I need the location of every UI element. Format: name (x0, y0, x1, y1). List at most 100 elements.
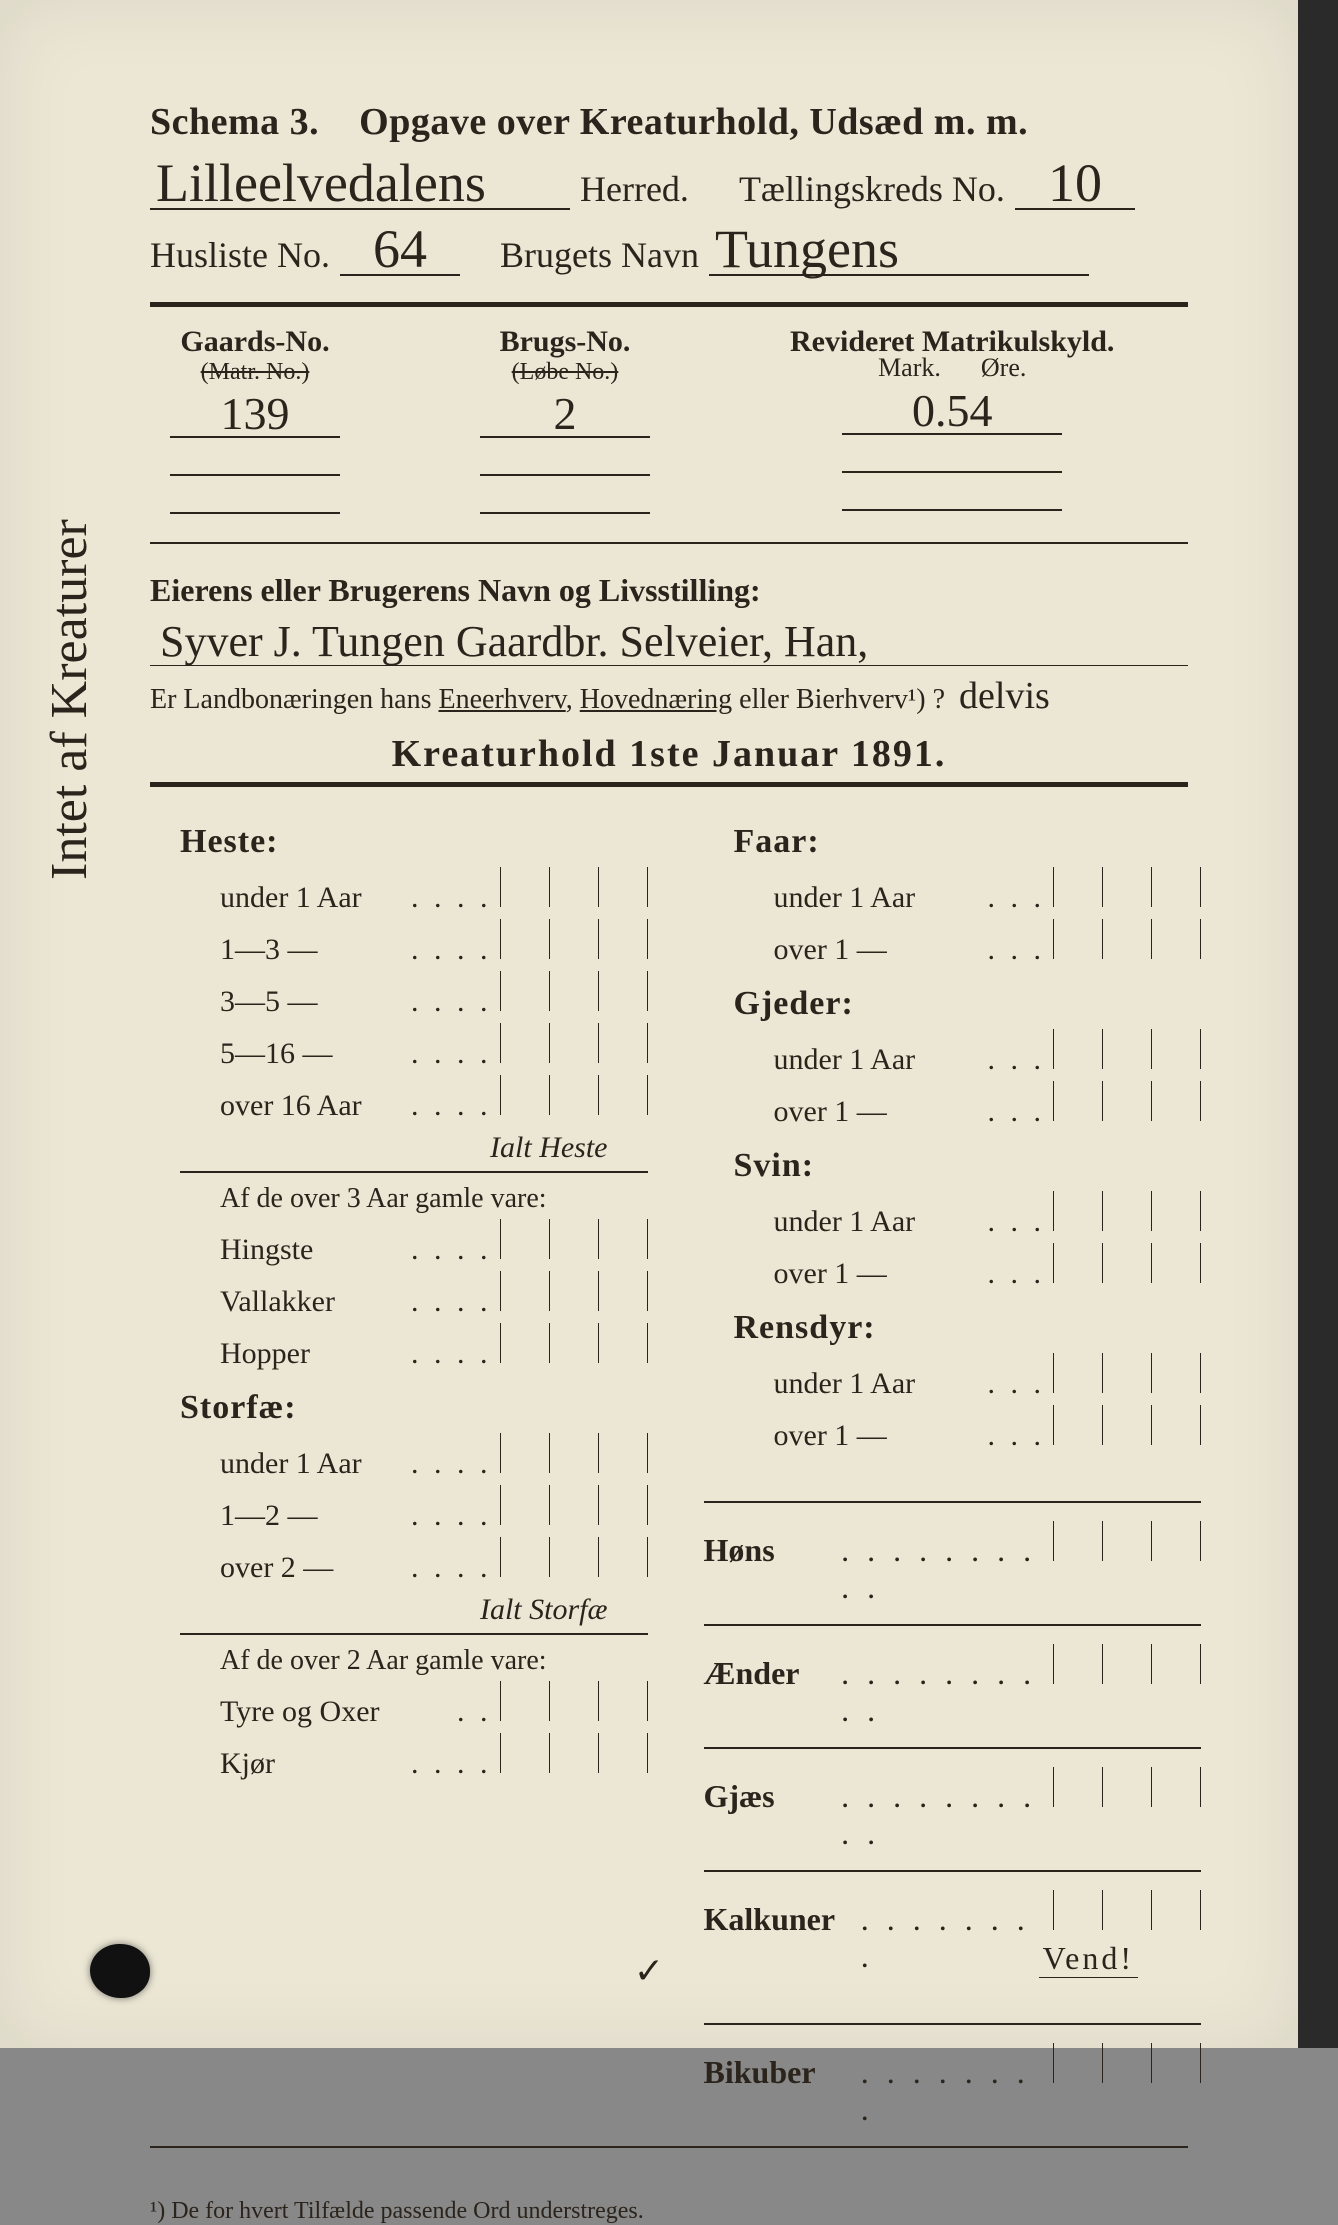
storfae-row: 1—2 —. . . . (220, 1485, 648, 1533)
blank-line (170, 486, 340, 514)
skyld-label: Revideret Matrikulskyld. (790, 325, 1114, 359)
occupation-answer: delvis (959, 675, 1050, 717)
blank-line (842, 483, 1062, 511)
question-pre: Er Landbonæringen hans (150, 684, 432, 715)
owner-heading: Eierens eller Brugerens Navn og Livsstil… (150, 572, 1188, 609)
divider (150, 542, 1188, 544)
gaard-value: 139 (170, 387, 340, 440)
husliste-value: 64 (346, 222, 454, 276)
svin-row: under 1 Aar. . . (774, 1191, 1202, 1239)
divider (150, 302, 1188, 307)
occupation-question: Er Landbonæringen hans Eneerhverv, Hoved… (150, 674, 1188, 718)
husliste-label: Husliste No. (150, 234, 330, 276)
footnote-marker: ¹) ? (908, 684, 945, 715)
right-column: Faar: under 1 Aar. . . over 1 —. . . Gje… (704, 805, 1202, 2128)
left-column: Heste: under 1 Aar. . . . 1—3 —. . . . 3… (150, 805, 648, 2128)
census-form-page: Intet af Kreaturer Schema 3. Opgave over… (0, 0, 1338, 2048)
header-row-2: Husliste No. 64 Brugets Navn Tungens (150, 234, 1188, 276)
heste-row: 1—3 —. . . . (220, 919, 648, 967)
rensdyr-row: over 1 —. . . (774, 1405, 1202, 1453)
footnote: ¹) De for hvert Tilfælde passende Ord un… (150, 2198, 1188, 2225)
brug-col: Brugs-No. (Løbe No.) 2 (480, 325, 650, 524)
storfae-head: Storfæ: (180, 1389, 648, 1427)
blank-line (842, 445, 1062, 473)
divider (180, 1171, 648, 1173)
heste-head: Heste: (180, 823, 648, 861)
vend-label: Vend! (1039, 1940, 1138, 1978)
gaard-label: Gaards-No. (170, 325, 340, 359)
svin-row: over 1 —. . . (774, 1243, 1202, 1291)
divider (180, 1633, 648, 1635)
group-svin: Svin: under 1 Aar. . . over 1 —. . . (734, 1147, 1202, 1291)
blank-line (480, 448, 650, 476)
faar-head: Faar: (734, 823, 1202, 861)
group-faar: Faar: under 1 Aar. . . over 1 —. . . (734, 823, 1202, 967)
livestock-form: Heste: under 1 Aar. . . . 1—3 —. . . . 3… (150, 805, 1188, 2128)
skyld-mark-label: Mark. (878, 353, 941, 383)
herred-value: Lilleelvedalens (156, 156, 564, 210)
storfae-subrow: Tyre og Oxer. . (220, 1681, 648, 1729)
opt-eneerhverv: Eneerhverv (439, 684, 566, 715)
poultry-hons: Høns . . . . . . . . . . (704, 1501, 1202, 1606)
owner-block: Eierens eller Brugerens Navn og Livsstil… (150, 572, 1188, 718)
brug-sublabel: (Løbe No.) (480, 359, 650, 386)
schema-number: Schema 3. (150, 101, 319, 143)
group-storfae: Storfæ: under 1 Aar. . . . 1—2 —. . . . … (180, 1389, 648, 1781)
kreds-label: Tællingskreds No. (739, 168, 1005, 210)
divider (150, 782, 1188, 787)
faar-row: under 1 Aar. . . (774, 867, 1202, 915)
svin-head: Svin: (734, 1147, 1202, 1185)
storfae-subrow: Kjør. . . . (220, 1733, 648, 1781)
blank-line (480, 486, 650, 514)
heste-subrow: Hopper. . . . (220, 1323, 648, 1371)
faar-row: over 1 —. . . (774, 919, 1202, 967)
divider (150, 2146, 1188, 2148)
heste-row: 5—16 —. . . . (220, 1023, 648, 1071)
brug-value: 2 (480, 387, 650, 440)
header-row-1: Lilleelvedalens Herred. Tællingskreds No… (150, 168, 1188, 210)
heste-subrow: Hingste. . . . (220, 1219, 648, 1267)
bikuber-row: Bikuber . . . . . . . . (704, 2023, 1202, 2128)
heste-row: under 1 Aar. . . . (220, 867, 648, 915)
gaard-col: Gaards-No. (Matr. No.) 139 (170, 325, 340, 524)
owner-value: Syver J. Tungen Gaardbr. Selveier, Han, (160, 616, 868, 667)
heste-row: 3—5 —. . . . (220, 971, 648, 1019)
storfae-subhead: Af de over 2 Aar gamle vare: (220, 1645, 648, 1677)
heste-total: Ialt Heste (180, 1131, 648, 1165)
form-heading: Opgave over Kreaturhold, Udsæd m. m. (359, 101, 1028, 143)
storfae-row: under 1 Aar. . . . (220, 1433, 648, 1481)
section-title: Kreaturhold 1ste Januar 1891. (150, 732, 1188, 776)
group-gjeder: Gjeder: under 1 Aar. . . over 1 —. . . (734, 985, 1202, 1129)
skyld-ore-label: Øre. (981, 353, 1026, 383)
ink-blot (90, 1944, 150, 1998)
group-heste: Heste: under 1 Aar. . . . 1—3 —. . . . 3… (180, 823, 648, 1371)
check-mark: ✓ (634, 1950, 664, 1992)
heste-subrow: Vallakker. . . . (220, 1271, 648, 1319)
gjeder-row: over 1 —. . . (774, 1081, 1202, 1129)
storfae-total: Ialt Storfæ (180, 1593, 648, 1627)
skyld-col: Revideret Matrikulskyld. Mark. Øre. 0.54 (790, 325, 1114, 524)
gjeder-row: under 1 Aar. . . (774, 1029, 1202, 1077)
poultry-aender: Ænder . . . . . . . . . . (704, 1624, 1202, 1729)
kreds-value: 10 (1021, 156, 1129, 210)
opt-hovednaering: Hovednæring (580, 684, 732, 715)
gaard-sublabel: (Matr. No.) (170, 359, 340, 386)
blank-line (170, 448, 340, 476)
heste-row: over 16 Aar. . . . (220, 1075, 648, 1123)
opt-bierhverv: Bierhverv (796, 684, 908, 715)
margin-handwritten-note: Intet af Kreaturer (40, 519, 99, 880)
brug-label: Brugs-No. (480, 325, 650, 359)
storfae-row: over 2 —. . . . (220, 1537, 648, 1585)
brugnavn-label: Brugets Navn (500, 234, 699, 276)
poultry-gjaes: Gjæs . . . . . . . . . . (704, 1747, 1202, 1852)
brugnavn-value: Tungens (715, 222, 1083, 276)
group-rensdyr: Rensdyr: under 1 Aar. . . over 1 —. . . (734, 1309, 1202, 1453)
gjeder-head: Gjeder: (734, 985, 1202, 1023)
skyld-value: 0.54 (842, 384, 1062, 437)
property-id-table: Gaards-No. (Matr. No.) 139 Brugs-No. (Lø… (150, 325, 1188, 524)
heste-subhead: Af de over 3 Aar gamle vare: (220, 1183, 648, 1215)
form-title: Schema 3. Opgave over Kreaturhold, Udsæd… (150, 100, 1188, 144)
rensdyr-head: Rensdyr: (734, 1309, 1202, 1347)
rensdyr-row: under 1 Aar. . . (774, 1353, 1202, 1401)
herred-label: Herred. (580, 168, 689, 210)
